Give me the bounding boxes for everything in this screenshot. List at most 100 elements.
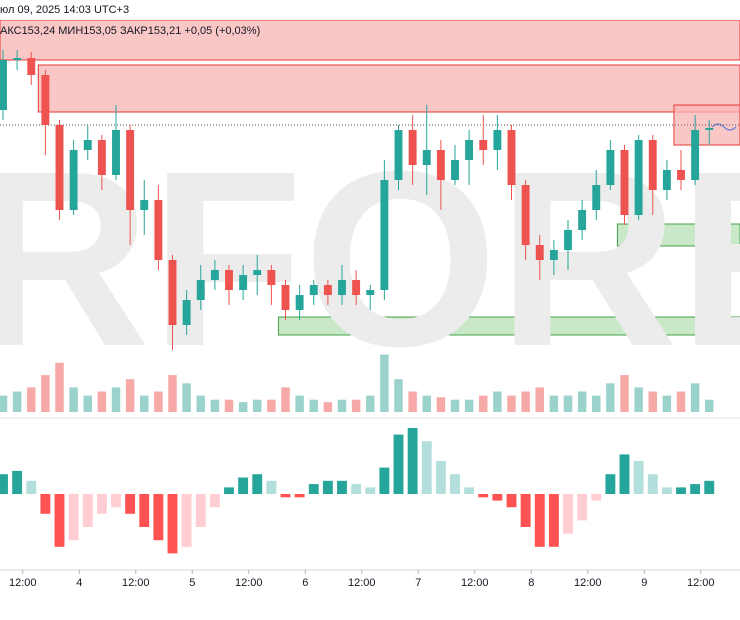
- oscillator-bar: [421, 441, 432, 494]
- x-tick-label: 12:00: [122, 577, 150, 589]
- oscillator-bar: [563, 494, 573, 534]
- oscillator-bar: [266, 480, 277, 494]
- volume-bar: [168, 375, 177, 412]
- candle-body: [323, 285, 332, 295]
- candle-body: [83, 140, 92, 150]
- volume-bar: [323, 402, 333, 412]
- volume-bar: [224, 399, 234, 412]
- oscillator-bar: [351, 484, 362, 494]
- candle-body: [592, 185, 601, 210]
- x-tick-label: 6: [302, 577, 308, 589]
- volume-bar: [577, 391, 587, 412]
- volume-bar: [620, 375, 629, 412]
- candle-body: [451, 160, 459, 180]
- x-tick-label: 12:00: [9, 577, 37, 589]
- candle-body: [126, 130, 135, 210]
- oscillator-bar: [661, 487, 672, 494]
- x-tick-label: 7: [415, 577, 421, 589]
- oscillator-bar: [435, 461, 446, 494]
- candle-body: [620, 150, 629, 215]
- oscillator-bar: [605, 474, 616, 494]
- oscillator-bar: [195, 494, 206, 527]
- candle-body: [578, 210, 587, 230]
- volume-bar: [12, 391, 22, 412]
- volume-bar: [267, 399, 276, 412]
- oscillator-bar: [280, 494, 291, 498]
- oscillator-bar: [619, 454, 630, 494]
- oscillator-bar: [40, 494, 51, 514]
- oscillator-bar: [407, 428, 418, 494]
- volume-bar: [69, 387, 78, 412]
- oscillator-bar: [647, 474, 658, 494]
- x-tick-label: 12:00: [574, 577, 602, 589]
- oscillator-bar: [478, 494, 489, 498]
- oscillator-bar: [534, 494, 545, 547]
- oscillator-bar: [365, 487, 376, 494]
- x-tick-label: 12:00: [461, 577, 489, 589]
- volume-bar: [450, 399, 460, 412]
- x-tick-label: 8: [528, 577, 534, 589]
- oscillator-bar: [577, 494, 588, 521]
- oscillator-bar: [54, 494, 65, 547]
- oscillator-bar: [676, 487, 686, 494]
- volume-bar: [125, 379, 135, 412]
- oscillator-bar: [633, 461, 644, 494]
- header-date: юл 09, 2025 14:03 UTC+3: [0, 4, 129, 16]
- candle-body: [154, 200, 163, 260]
- candle-body: [309, 285, 318, 295]
- candle-body: [281, 285, 290, 310]
- oscillator-bar: [548, 494, 559, 547]
- candle-body: [225, 270, 233, 290]
- volume-bar: [27, 387, 36, 412]
- oscillator-bar: [520, 494, 531, 527]
- volume-bar: [549, 395, 559, 412]
- candle-body: [239, 275, 248, 290]
- volume-bar: [408, 391, 417, 412]
- volume-bar: [83, 395, 92, 412]
- candle-body: [210, 270, 219, 280]
- oscillator-bar: [506, 494, 517, 508]
- candle-body: [422, 150, 431, 165]
- header-ohlc: АКС153,24 МИН153,05 ЗАКР153,21 +0,05 (+0…: [0, 25, 260, 37]
- volume-bar: [394, 379, 403, 412]
- candle-body: [13, 58, 22, 60]
- candle-body: [168, 260, 177, 325]
- candle-body: [705, 128, 714, 130]
- candle-body: [436, 150, 445, 180]
- oscillator-bar: [153, 494, 164, 541]
- oscillator-bar: [68, 494, 79, 541]
- volume-bar: [705, 399, 714, 412]
- volume-bar: [592, 395, 601, 412]
- candle-body: [394, 130, 403, 180]
- oscillator-bar: [450, 474, 460, 494]
- volume-bar: [182, 383, 191, 412]
- candle-body: [479, 140, 488, 150]
- oscillator-bar: [224, 487, 234, 494]
- volume-bar: [436, 397, 446, 412]
- oscillator-bar: [704, 480, 715, 494]
- volume-bar: [41, 375, 50, 412]
- oscillator-bar: [393, 434, 404, 494]
- candle-body: [112, 130, 120, 175]
- volume-bar: [507, 395, 516, 412]
- oscillator-bar: [308, 484, 319, 494]
- volume-bar: [676, 391, 686, 412]
- volume-bar: [351, 399, 361, 412]
- candle-body: [564, 230, 572, 250]
- zone: [37, 64, 740, 113]
- volume-bar: [493, 391, 502, 412]
- volume-bar: [196, 395, 205, 412]
- candle-body: [535, 245, 544, 260]
- volume-bar: [55, 362, 64, 412]
- oscillator-bar: [181, 494, 192, 547]
- x-tick-label: 9: [641, 577, 647, 589]
- x-tick-label: 12:00: [687, 577, 715, 589]
- candle-body: [648, 140, 657, 190]
- volume-bar: [111, 387, 121, 412]
- oscillator-bar: [294, 494, 305, 498]
- candle-body: [352, 280, 361, 295]
- volume-bar: [154, 391, 163, 412]
- forecast-line: [711, 123, 737, 131]
- volume-bar: [521, 391, 530, 412]
